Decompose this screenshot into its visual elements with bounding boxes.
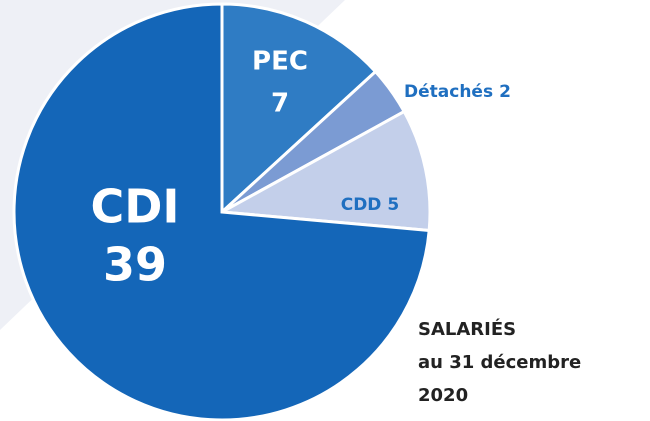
slice-label-group: Détachés 2 <box>404 82 511 102</box>
slice-value: 5 <box>387 195 399 215</box>
slice-label: PEC <box>252 47 308 77</box>
pie-slice <box>220 2 378 216</box>
slice-label: Détachés <box>404 82 493 102</box>
title-line: 2020 <box>418 385 468 406</box>
slice-value: 7 <box>271 89 289 119</box>
pie <box>12 2 432 421</box>
pie-slice <box>12 2 431 421</box>
title-line: SALARIÉS <box>418 318 516 340</box>
slice-label: CDI <box>90 180 179 234</box>
slice-label-group: CDD 5 <box>341 195 400 215</box>
pie-slice <box>216 109 432 233</box>
slice-value: 2 <box>499 82 511 102</box>
title-line: au 31 décembre <box>418 352 581 373</box>
slice-label: CDD <box>341 195 382 215</box>
slice-value: 39 <box>103 238 167 292</box>
